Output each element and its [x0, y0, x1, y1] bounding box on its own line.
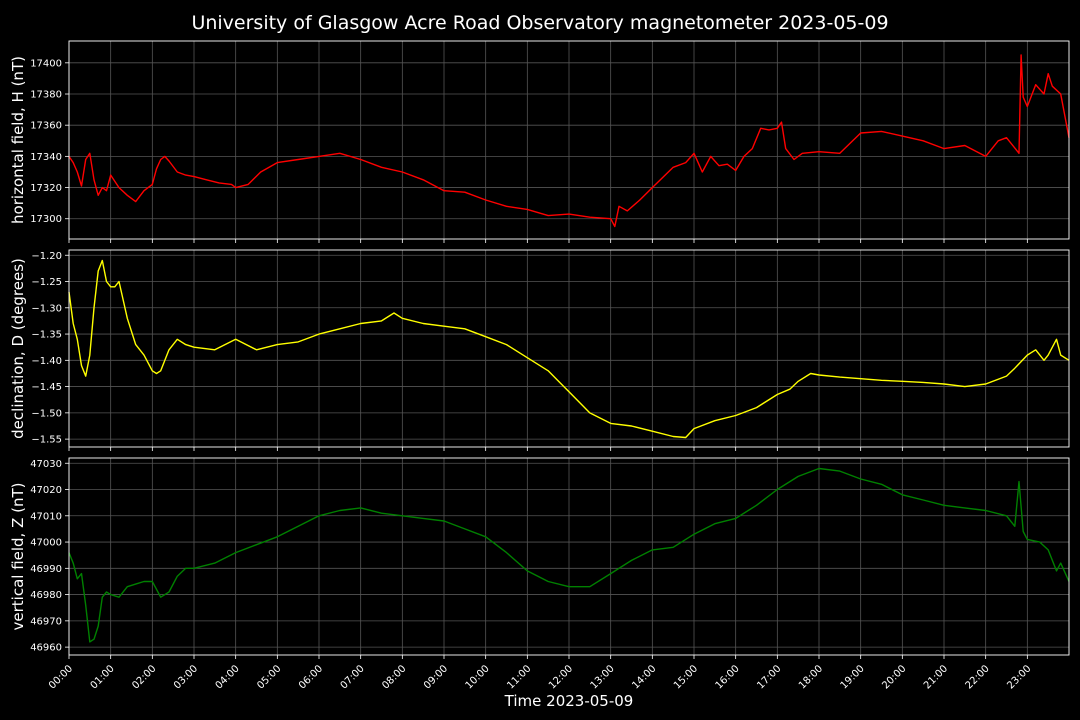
- panel-frame: [68, 457, 1070, 656]
- y-axis-label: horizontal field, H (nT): [9, 56, 27, 224]
- y-tick-label: −1.40: [31, 356, 62, 367]
- y-axis-label: declination, D (degrees): [9, 258, 27, 439]
- series-line-2: [68, 467, 1070, 643]
- y-tick-label: 46980: [30, 590, 62, 601]
- y-tick-label: 17360: [30, 121, 62, 132]
- y-tick-label: 17320: [30, 183, 62, 194]
- y-tick-label: 47020: [30, 485, 62, 496]
- series-line-1: [68, 259, 1070, 439]
- y-tick-label: 17300: [30, 214, 62, 225]
- y-tick-label: 47030: [30, 459, 62, 470]
- y-tick-label: −1.50: [31, 408, 62, 419]
- y-tick-label: −1.55: [31, 435, 62, 446]
- y-axis-label: vertical field, Z (nT): [9, 482, 27, 630]
- y-tick-label: 17340: [30, 152, 62, 163]
- y-tick-label: −1.25: [31, 277, 62, 288]
- y-tick-label: −1.30: [31, 303, 62, 314]
- panel-frame: [68, 249, 1070, 448]
- panel-1: −1.55 −1.50 −1.45 −1.40 −1.35 −1.30 −1.25 −1.20…: [9, 249, 1070, 451]
- y-tick-label: 47010: [30, 511, 62, 522]
- y-tick-label: 17400: [30, 58, 62, 69]
- series-line-0: [68, 54, 1070, 228]
- panel-2: 46960 46970 46980 46990 47000 47010 47020 47030…: [9, 457, 1070, 659]
- y-tick-label: −1.45: [31, 382, 62, 393]
- panel-0: 17300 17320 17340 17360 17380 17400horizontal…: [9, 40, 1070, 243]
- panels: 17300 17320 17340 17360 17380 17400horizontal…: [9, 40, 1070, 659]
- y-tick-label: 47000: [30, 538, 62, 549]
- panel-frame: [68, 40, 1070, 240]
- y-tick-label: −1.35: [31, 330, 62, 341]
- y-tick-label: 46970: [30, 616, 62, 627]
- x-axis-label: Time 2023-05-09: [504, 692, 634, 710]
- y-tick-label: −1.20: [31, 251, 62, 262]
- y-tick-label: 46990: [30, 564, 62, 575]
- y-tick-label: 46960: [30, 643, 62, 654]
- y-tick-label: 17380: [30, 90, 62, 101]
- chart-title: University of Glasgow Acre Road Observat…: [191, 12, 888, 34]
